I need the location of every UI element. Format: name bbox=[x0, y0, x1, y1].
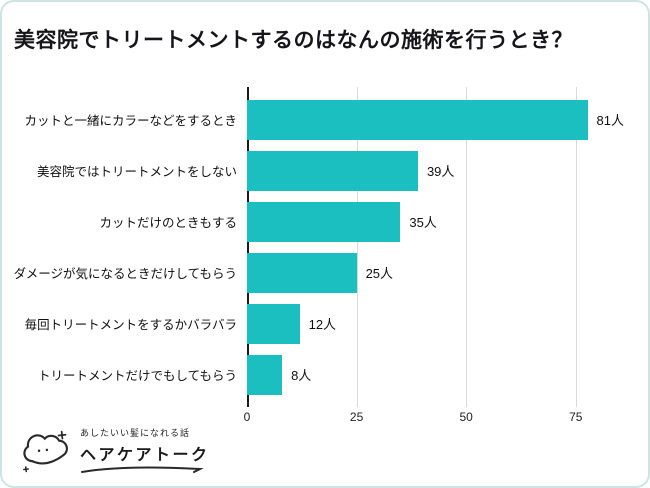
x-axis-tick-label: 75 bbox=[569, 410, 583, 424]
logo-name: ヘアケアトーク bbox=[80, 447, 210, 464]
category-labels-column: カットと一緒にカラーなどをするとき美容院ではトリートメントをしないカットだけのと… bbox=[12, 94, 247, 430]
bar bbox=[247, 354, 283, 395]
gridline bbox=[356, 87, 358, 407]
category-label: 美容院ではトリートメントをしない bbox=[36, 165, 237, 179]
logo-underline-swoosh bbox=[81, 466, 204, 473]
x-axis-tick-label: 50 bbox=[459, 410, 473, 424]
bar-value-label: 35人 bbox=[409, 215, 437, 230]
bar bbox=[247, 303, 300, 344]
bar bbox=[247, 252, 357, 293]
logo: あしたいい髪になれる話 ヘアケアトーク bbox=[18, 426, 210, 474]
x-axis-tick-label: 25 bbox=[349, 410, 364, 424]
bar-value-label: 39人 bbox=[426, 164, 455, 179]
cloud-doodle-icon bbox=[23, 430, 68, 473]
plot-area: 81人 39人 35人 25人 12人 8人 0 25 50 75 bbox=[243, 87, 624, 430]
bar-row: 12人 bbox=[247, 298, 624, 349]
gridline bbox=[575, 87, 577, 407]
logo-text: あしたいい髪になれる話 ヘアケアトーク bbox=[80, 426, 210, 474]
bar-chart: カットと一緒にカラーなどをするとき美容院ではトリートメントをしないカットだけのと… bbox=[12, 87, 634, 430]
bar-value-label: 12人 bbox=[308, 317, 337, 332]
logo-tagline: あしたいい髪になれる話 bbox=[80, 428, 191, 438]
bar-value-label: 8人 bbox=[291, 368, 312, 383]
category-label: カットと一緒にカラーなどをするとき bbox=[24, 114, 237, 128]
bar-value-label: 81人 bbox=[596, 113, 624, 128]
gridlines bbox=[247, 87, 624, 407]
y-axis-line bbox=[247, 87, 249, 407]
bar-row: 8人 bbox=[247, 349, 624, 400]
bars-container: 81人 39人 35人 25人 12人 8人 bbox=[247, 94, 624, 400]
x-axis-tick-label: 0 bbox=[243, 410, 251, 424]
gridline bbox=[466, 87, 468, 407]
category-label: トリートメントだけでもしてもらう bbox=[37, 369, 237, 383]
bar bbox=[247, 99, 588, 140]
chart-title: 美容院でトリートメントするのはなんの施術を行うとき？ bbox=[14, 29, 573, 52]
category-label: 毎回トリートメントをするかバラバラ bbox=[24, 318, 237, 332]
x-axis: 0 25 50 75 bbox=[243, 410, 624, 430]
bar bbox=[247, 201, 401, 242]
bar-row: 81人 bbox=[247, 94, 624, 145]
bar-row: 25人 bbox=[247, 247, 624, 298]
bar-value-label: 25人 bbox=[365, 266, 394, 281]
category-label: ダメージが気になるときだけしてもらう bbox=[13, 267, 237, 281]
bar-row: 35人 bbox=[247, 196, 624, 247]
bar-row: 39人 bbox=[247, 145, 624, 196]
category-label: カットだけのときもする bbox=[99, 216, 237, 230]
bar bbox=[247, 150, 418, 191]
